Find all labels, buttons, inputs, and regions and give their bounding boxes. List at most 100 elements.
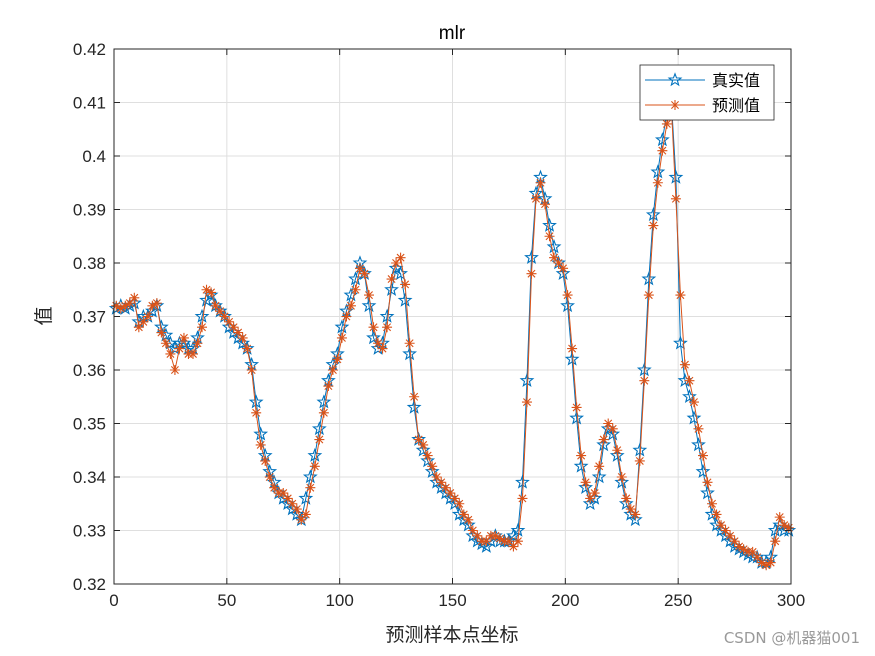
legend-marker-symbol (667, 72, 683, 87)
data-point (524, 249, 539, 264)
data-point (384, 281, 399, 297)
data-point (679, 359, 690, 370)
data-point (142, 311, 153, 322)
data-point (747, 546, 758, 557)
data-point (752, 552, 763, 563)
data-point (738, 544, 749, 555)
data-point (661, 118, 672, 129)
data-point (314, 434, 325, 445)
data-point (174, 343, 185, 354)
data-point (558, 263, 569, 274)
data-point (725, 530, 736, 541)
data-point (648, 220, 659, 231)
data-point (341, 311, 352, 322)
y-tick-label: 0.37 (73, 308, 106, 327)
data-point (702, 477, 713, 488)
data-point (711, 509, 722, 520)
data-point (598, 434, 609, 445)
data-point (670, 193, 681, 204)
data-point (307, 447, 323, 462)
data-point (774, 512, 785, 523)
data-point (124, 298, 135, 309)
data-point (316, 394, 332, 409)
data-point (454, 498, 465, 509)
series-predicted-value (111, 102, 794, 571)
data-point (643, 290, 654, 301)
y-tick-label: 0.42 (73, 40, 106, 59)
y-axis-ticks: 0.32 0.33 0.34 0.35 0.36 0.37 0.38 0.39 0.4 0.41 0… (73, 40, 791, 594)
legend-label-true-value: 真实值 (712, 71, 760, 90)
x-tick-label: 200 (551, 591, 579, 610)
data-point (327, 365, 338, 375)
data-point (700, 485, 715, 500)
y-tick-label: 0.35 (73, 415, 106, 434)
data-point (720, 525, 731, 536)
data-point (391, 258, 402, 268)
data-point (582, 495, 598, 511)
data-point (564, 351, 580, 366)
data-point (251, 407, 262, 418)
x-tick-label: 300 (777, 591, 805, 610)
data-point (779, 520, 790, 531)
data-point (729, 536, 740, 547)
data-point (305, 482, 316, 493)
data-point (639, 375, 650, 386)
data-point (253, 426, 269, 441)
data-point (194, 308, 210, 323)
legend-entry-true-value: 真实值 (645, 71, 760, 90)
data-point (609, 447, 625, 462)
data-point (657, 145, 668, 156)
data-point (427, 461, 438, 472)
data-point (404, 338, 415, 349)
data-point (418, 439, 429, 450)
data-point (138, 316, 149, 327)
y-tick-label: 0.33 (73, 522, 106, 541)
data-point (197, 322, 208, 333)
data-point (302, 469, 318, 484)
data-point (506, 528, 521, 543)
data-point (555, 265, 571, 280)
data-point (400, 279, 411, 290)
data-point (354, 263, 365, 274)
data-point (521, 397, 532, 408)
data-point (413, 434, 424, 445)
data-point (445, 488, 456, 499)
data-point (402, 346, 418, 361)
data-point (309, 461, 320, 472)
data-point (605, 426, 621, 441)
data-point (406, 399, 422, 414)
data-point (278, 488, 289, 499)
data-point (517, 493, 528, 504)
y-tick-label: 0.4 (82, 147, 106, 166)
data-point (535, 177, 546, 188)
data-point (165, 348, 176, 359)
data-point (115, 303, 126, 314)
y-tick-label: 0.34 (73, 468, 106, 487)
data-point (571, 402, 582, 413)
data-point (654, 132, 670, 147)
data-point (151, 298, 162, 309)
data-point (291, 504, 302, 515)
data-point (549, 252, 560, 263)
data-point (409, 391, 420, 402)
legend-marker-predicted-value (670, 100, 680, 110)
data-point (147, 300, 158, 311)
data-point (688, 397, 699, 408)
data-point (336, 332, 347, 343)
x-axis-ticks: 0 50 100 150 200 250 300 (109, 49, 805, 610)
data-point (512, 536, 523, 547)
data-point (707, 498, 718, 509)
data-point (144, 303, 160, 318)
chart-title: mlr (439, 23, 466, 44)
data-point (621, 493, 632, 504)
data-point (576, 450, 587, 461)
data-point (510, 522, 526, 537)
data-point (397, 292, 413, 307)
data-point (133, 322, 144, 333)
data-point (350, 284, 361, 295)
data-point (716, 520, 727, 531)
x-tick-label: 50 (217, 591, 236, 610)
data-point (366, 330, 381, 345)
data-point (361, 298, 377, 313)
